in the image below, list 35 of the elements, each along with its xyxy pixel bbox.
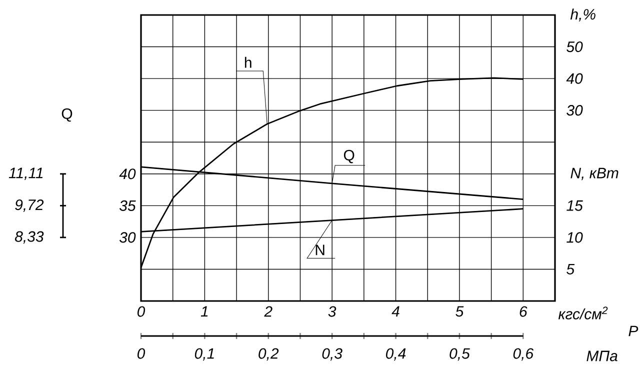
- y-tick-label: 40: [119, 168, 136, 180]
- text: 9,72: [15, 199, 44, 212]
- text: P: [628, 326, 638, 336]
- x2-axis-title: МПа: [586, 350, 618, 362]
- x-tick-label: 4: [392, 306, 400, 317]
- x-tick-label: 3: [328, 306, 336, 317]
- x2-tick-label: 0,2: [258, 348, 279, 361]
- y3-tick-label: 30: [566, 105, 583, 116]
- x-tick-label: 2: [264, 306, 272, 317]
- y2-tick-label: 15: [566, 200, 583, 211]
- x2-tick-label: 0,3: [322, 348, 342, 361]
- x2-tick-label: 0,1: [194, 348, 214, 361]
- y3-tick-label: 50: [566, 41, 583, 52]
- y-tick-label: 35: [119, 200, 136, 211]
- y-axis-title: Q: [62, 108, 72, 122]
- x-axis-title: кгс/см$^{2}$: [558, 306, 608, 320]
- y2-tick-label: 10: [566, 232, 583, 243]
- x-tick-label: 5: [456, 306, 464, 317]
- x-tick-label: 6: [520, 306, 528, 317]
- x2-tick-label: 0: [137, 348, 146, 359]
- x2-tick-label: 0,5: [450, 348, 470, 361]
- x-tick-label: 0: [137, 306, 146, 317]
- y-tick-label: 30: [119, 232, 136, 243]
- y3-axis-title: h,%: [570, 8, 596, 22]
- y3-tick-label: 40: [566, 73, 583, 84]
- text: 8,33: [15, 231, 44, 244]
- text: 11,11: [8, 168, 43, 180]
- series-label: N: [316, 244, 324, 256]
- y2-tick-label: 5: [566, 264, 575, 274]
- x-tick-label: 1: [200, 306, 208, 317]
- x2-tick-label: 0,4: [386, 348, 406, 361]
- series-label: Q: [344, 150, 354, 164]
- x2-tick-label: 0,6: [513, 348, 534, 361]
- text: h: [244, 56, 252, 68]
- y2-axis-title: N, кВт: [570, 168, 618, 180]
